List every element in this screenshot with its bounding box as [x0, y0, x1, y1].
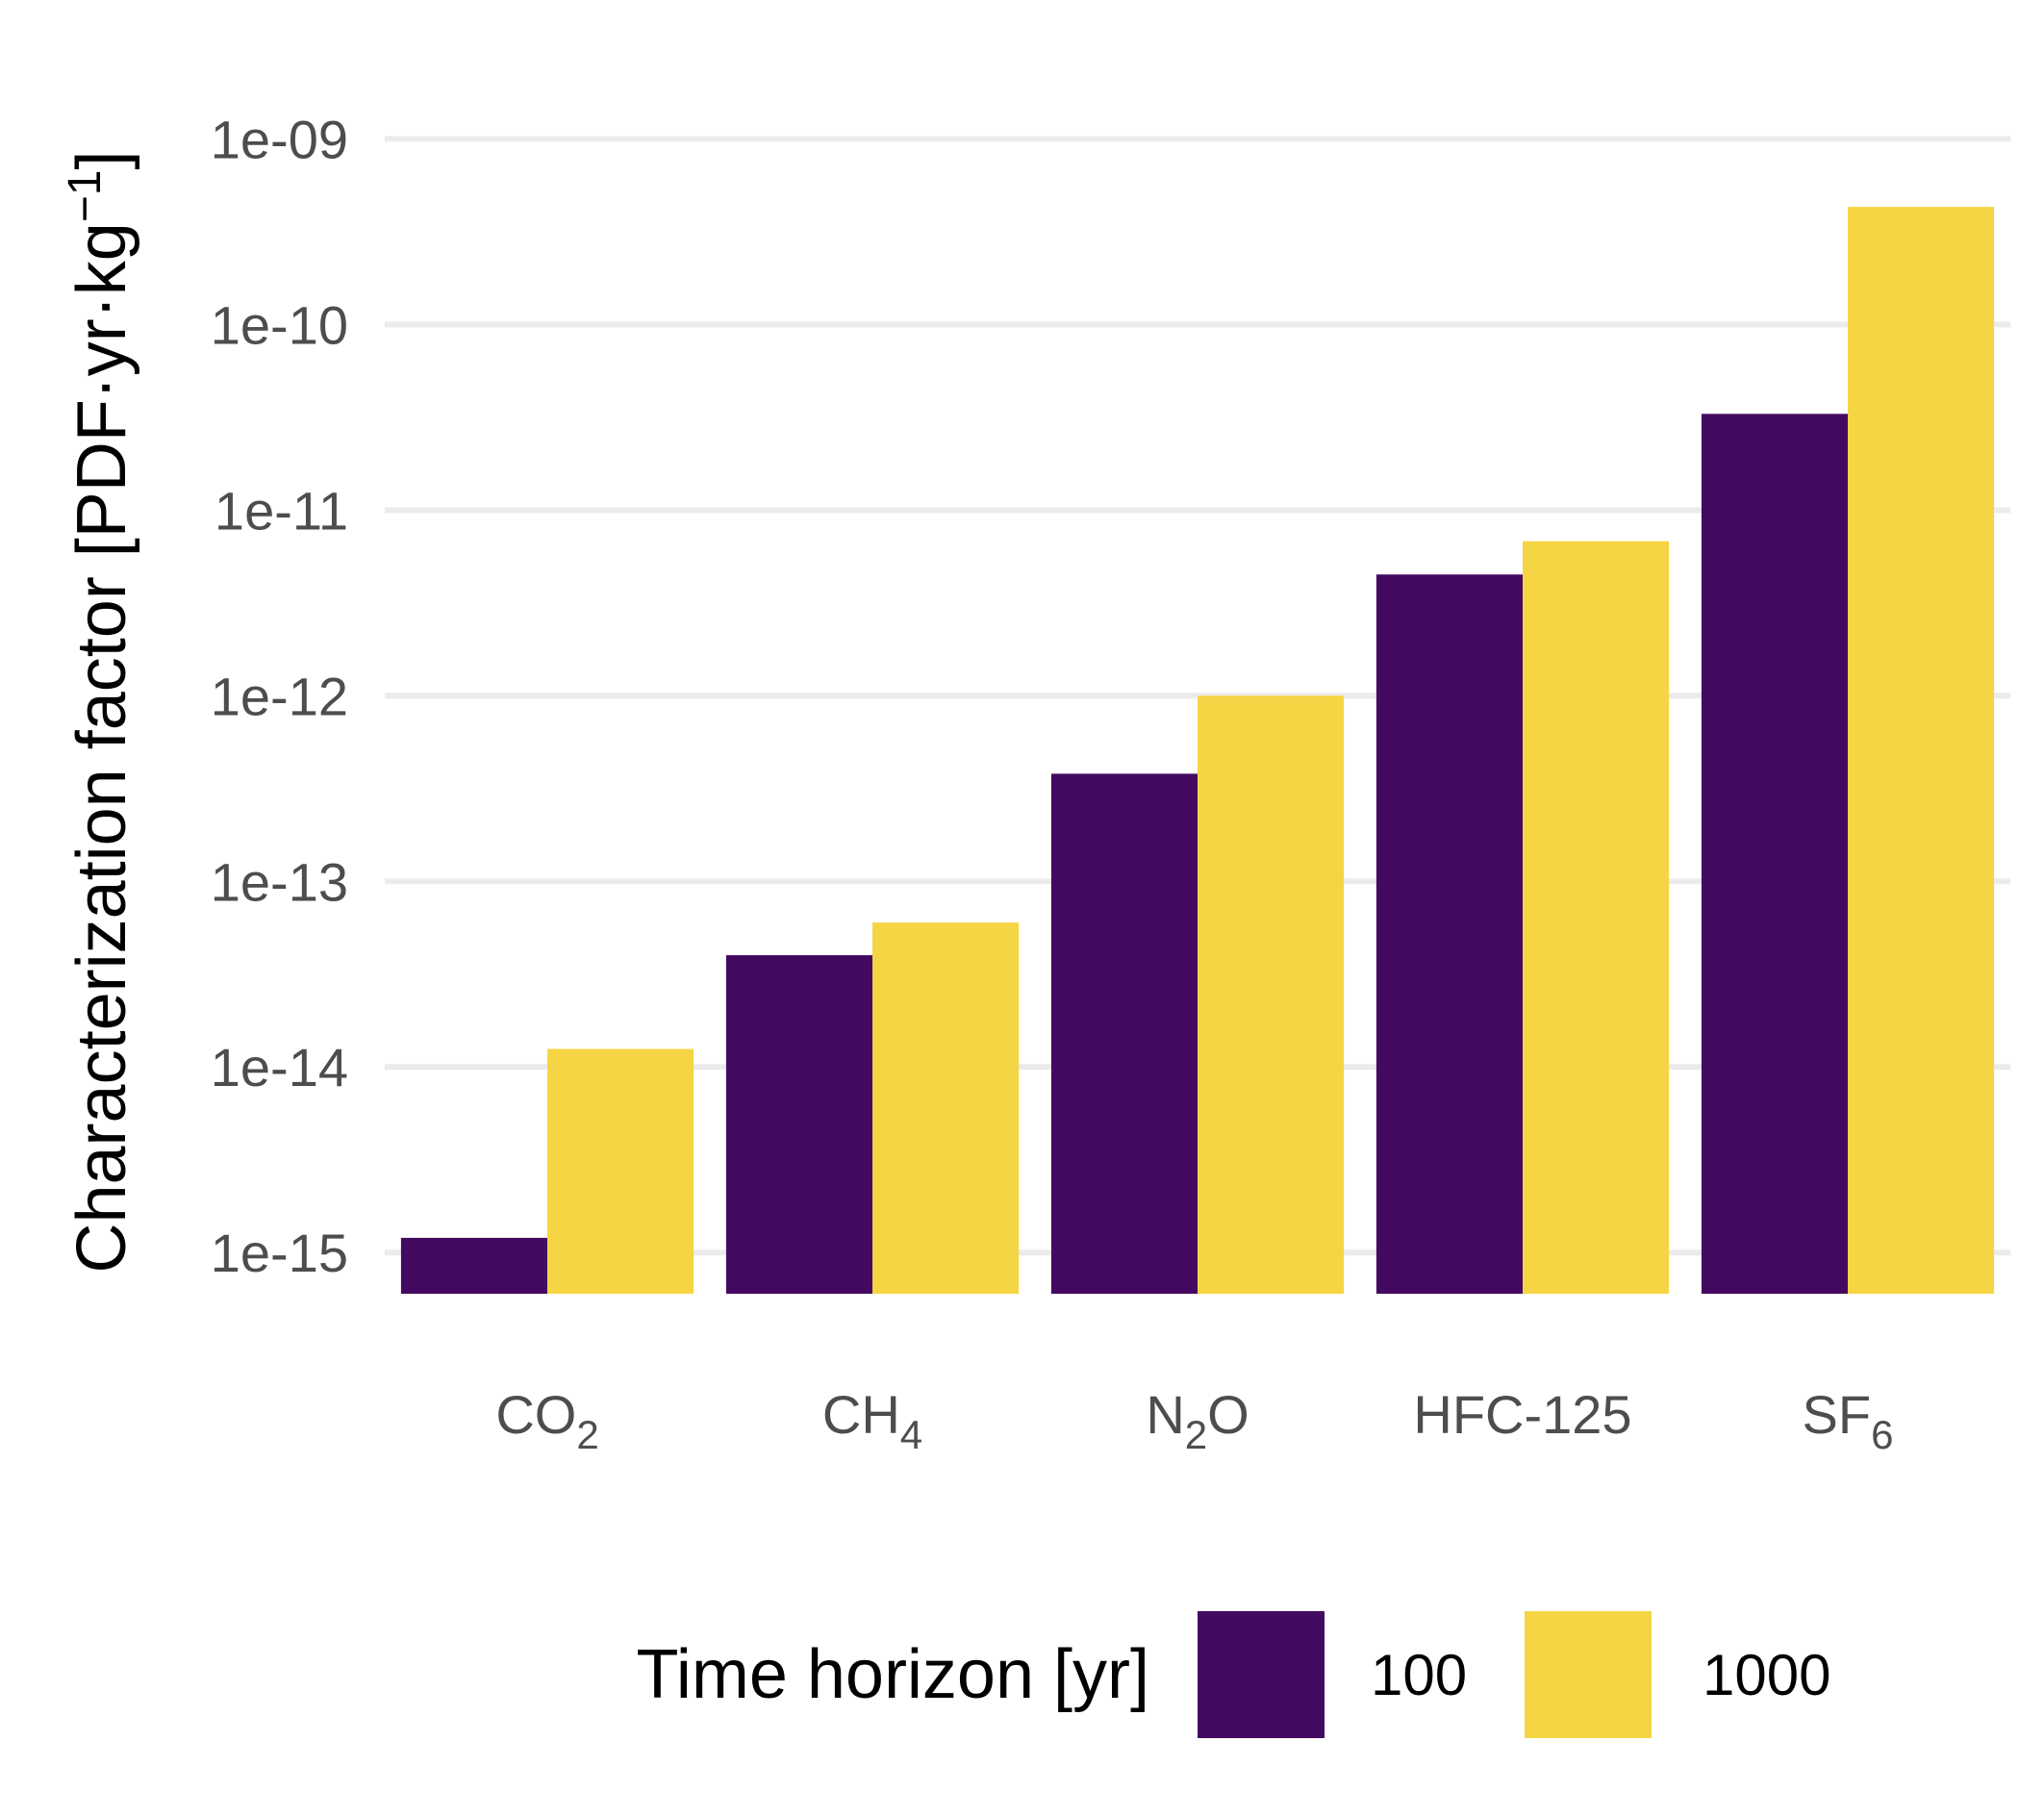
legend-label-100: 100	[1371, 1643, 1467, 1707]
bar-n2o-100	[1050, 773, 1198, 1294]
x-tick-label: N2O	[1146, 1384, 1249, 1457]
legend-title: Time horizon [yr]	[637, 1636, 1149, 1713]
bar-sf6-1000	[1848, 207, 1995, 1294]
x-tick-label: CO2	[495, 1384, 598, 1457]
x-tick-label: CH4	[822, 1384, 922, 1457]
y-tick-label: 1e-10	[211, 294, 348, 355]
bar-ch4-100	[725, 955, 872, 1294]
legend-key-1000	[1525, 1611, 1652, 1738]
y-axis-label-main: Characterization factor [PDF·yr·kg	[63, 222, 140, 1273]
bar-co2-1000	[547, 1048, 694, 1294]
x-axis-ticks: CO2 CH4 N2O HFC-125 SF6	[495, 1384, 1893, 1457]
y-axis-label-sup: −1	[60, 169, 111, 222]
bar-hfc-125-1000	[1523, 541, 1670, 1294]
y-tick-label: 1e-11	[214, 480, 348, 541]
x-tick-label: HFC-125	[1413, 1384, 1631, 1445]
legend-label-1000: 1000	[1703, 1643, 1830, 1707]
y-tick-label: 1e-09	[211, 109, 348, 169]
bar-co2-100	[400, 1237, 547, 1294]
y-tick-label: 1e-13	[211, 851, 348, 912]
legend: Time horizon [yr] 100 1000	[637, 1611, 1830, 1738]
y-tick-label: 1e-15	[211, 1223, 348, 1283]
x-tick-label: SF6	[1803, 1384, 1894, 1457]
legend-key-100	[1198, 1611, 1325, 1738]
bar-ch4-1000	[872, 922, 1020, 1294]
bars	[400, 207, 1995, 1294]
y-axis-ticks: 1e-15 1e-14 1e-13 1e-12 1e-11 1e-10 1e-09	[211, 109, 348, 1283]
y-axis-label: Characterization factor [PDF·yr·kg−1]	[60, 150, 140, 1273]
bar-sf6-100	[1701, 414, 1848, 1294]
y-axis-label-close: ]	[63, 150, 140, 169]
bar-n2o-1000	[1198, 695, 1345, 1294]
legend-items: 100 1000	[1198, 1611, 1830, 1738]
y-tick-label: 1e-14	[211, 1037, 348, 1098]
bar-hfc-125-100	[1375, 574, 1523, 1294]
y-tick-label: 1e-12	[211, 666, 348, 726]
